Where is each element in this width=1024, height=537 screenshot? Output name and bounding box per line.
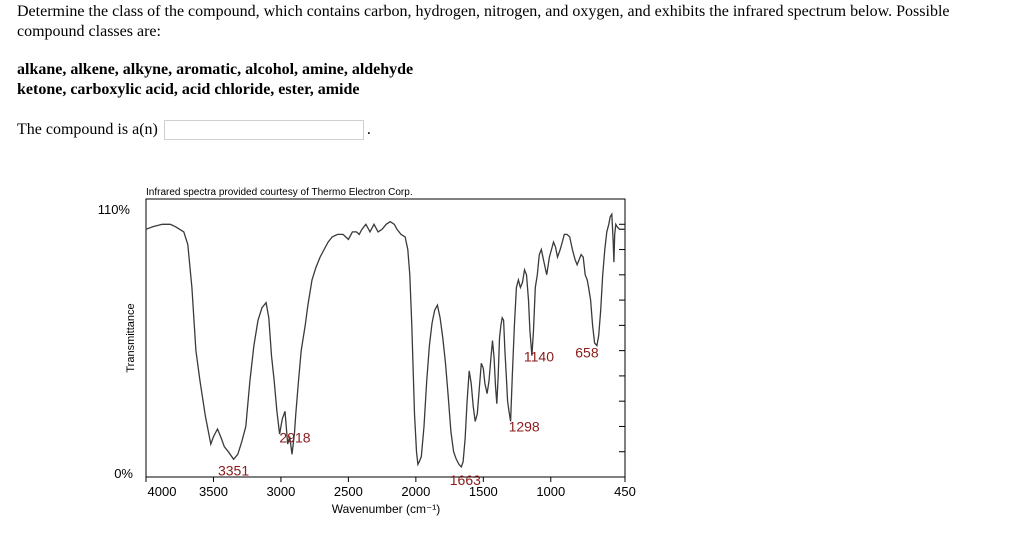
plot-frame <box>145 198 626 478</box>
peak-label-3351: 3351 <box>218 462 249 478</box>
peak-label-1140: 1140 <box>524 349 554 365</box>
peak-annotations: 3351 2918 1663 1298 1140 658 <box>218 345 599 488</box>
x-tick-label: 2000 <box>401 484 430 499</box>
x-tick-label: 2500 <box>334 484 363 499</box>
y-tick-label-0: 0% <box>114 466 133 481</box>
compound-class-list: alkane, alkene, alkyne, aromatic, alcoho… <box>17 60 413 100</box>
right-axis-ticks <box>619 198 625 478</box>
x-tick-label: 1500 <box>469 484 498 499</box>
answer-prompt: The compound is a(n) <box>17 121 158 138</box>
y-tick-label-110: 110% <box>98 202 131 217</box>
answer-row: The compound is a(n) . <box>17 119 371 141</box>
answer-period: . <box>366 121 371 138</box>
peak-label-2918: 2918 <box>279 429 310 445</box>
x-tick-label: 3000 <box>266 484 295 499</box>
class-list-line-1: alkane, alkene, alkyne, aromatic, alcoho… <box>17 61 414 78</box>
x-tick-label: 3500 <box>199 484 228 499</box>
chart-credit: Infrared spectra provided courtesy of Th… <box>146 187 413 198</box>
x-tick-label: 1000 <box>536 484 565 499</box>
question-text: Determine the class of the compound, whi… <box>17 3 950 40</box>
spectrum-line <box>145 212 625 469</box>
peak-label-658: 658 <box>575 345 599 361</box>
peak-label-1298: 1298 <box>509 418 540 434</box>
y-axis-label: Transmittance <box>125 303 137 372</box>
answer-input[interactable] <box>163 120 364 140</box>
x-tick-label: 4000 <box>148 484 177 499</box>
x-tick-label: 450 <box>614 484 636 499</box>
class-list-line-2: ketone, carboxylic acid, acid chloride, … <box>17 81 360 98</box>
x-axis-ticks: 4000 3500 3000 2500 2000 1500 1000 450 <box>145 477 636 499</box>
peak-label-1663: 1663 <box>450 472 481 488</box>
x-axis-label: Wavenumber (cm⁻¹) <box>332 502 441 516</box>
